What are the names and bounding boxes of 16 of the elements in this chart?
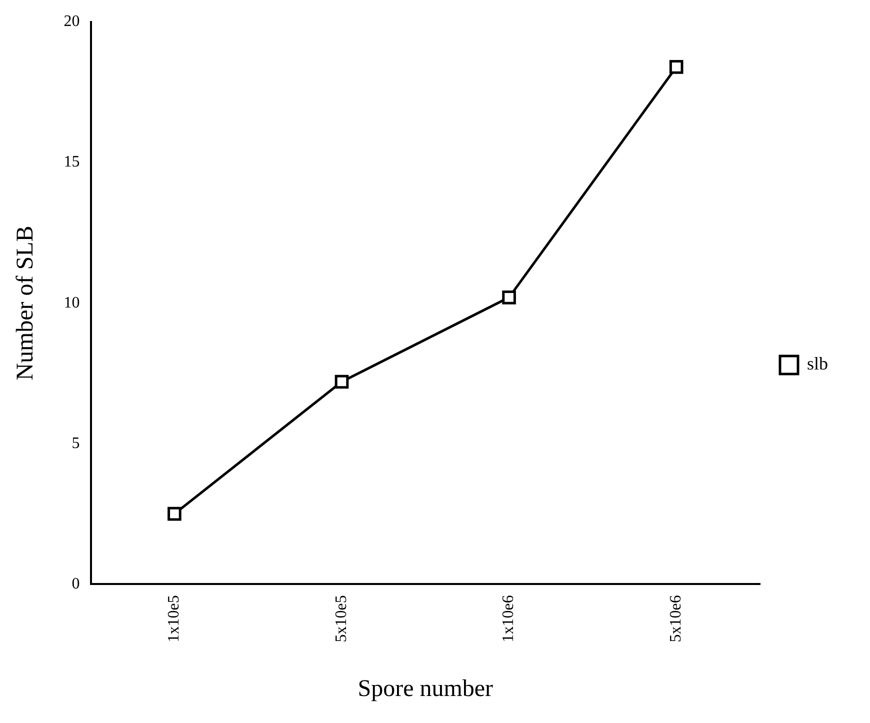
- y-tick-label: 10: [64, 294, 80, 312]
- x-tick-label: 5x10e6: [668, 595, 685, 642]
- x-tick-label: 5x10e5: [332, 595, 350, 642]
- x-tick-label: 1x10e5: [166, 595, 183, 642]
- y-tick-label: 5: [72, 434, 80, 452]
- legend-label: slb: [806, 354, 828, 374]
- point: [334, 374, 349, 389]
- y-tick-label: 0: [72, 575, 80, 592]
- y-tick-label: 15: [64, 154, 80, 171]
- y-axis-title: Number of SLB: [12, 226, 39, 380]
- x-tick-label: 1x10e6: [500, 595, 518, 642]
- point: [168, 506, 182, 521]
- x-axis-title: Spore number: [358, 676, 494, 702]
- y-tick-label: 20: [64, 13, 80, 30]
- point: [502, 290, 516, 304]
- point: [669, 60, 684, 74]
